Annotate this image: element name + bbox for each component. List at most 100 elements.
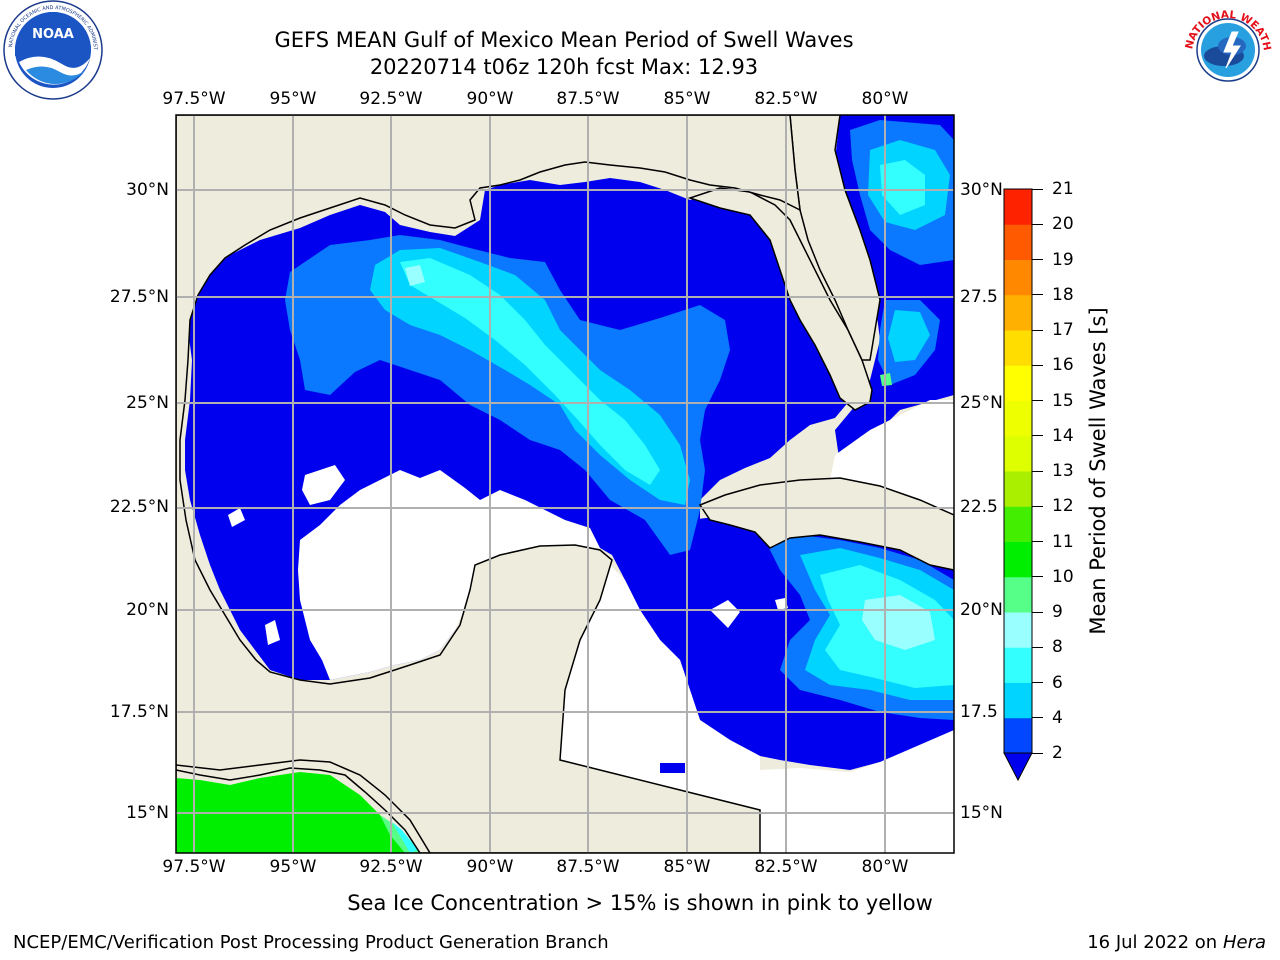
footer-left: NCEP/EMC/Verification Post Processing Pr…	[13, 932, 609, 953]
noaa-logo: NOAA NATIONAL OCEANIC AND ATMOSPHERIC AD…	[2, 0, 103, 100]
lon-label-top: 95°W	[269, 89, 317, 109]
colorbar-tick-label: 10	[1052, 566, 1074, 587]
lat-label-right: 25°N	[960, 393, 1003, 413]
colorbar-segment	[1004, 365, 1032, 401]
lon-label-top: 92.5°W	[359, 89, 423, 109]
lon-label-bottom: 92.5°W	[359, 857, 423, 877]
map-grid	[176, 115, 954, 853]
lon-label-top: 85°W	[663, 89, 711, 109]
colorbar-segments	[1004, 189, 1032, 754]
colorbar-segment	[1004, 471, 1032, 507]
colorbar-segment	[1004, 647, 1032, 683]
colorbar-tick-mark	[1032, 188, 1043, 190]
lon-label-bottom: 87.5°W	[556, 857, 620, 877]
lon-label-top: 82.5°W	[754, 89, 818, 109]
colorbar-tick-label: 12	[1052, 496, 1074, 517]
lon-label-bottom: 80°W	[861, 857, 909, 877]
colorbar-tick-label: 17	[1052, 320, 1074, 340]
footer-host: Hera	[1222, 932, 1266, 953]
lat-label-left: 30°N	[126, 180, 169, 200]
lat-label-left: 22.5°N	[109, 497, 169, 517]
colorbar-tick-label: 21	[1052, 179, 1074, 199]
lat-label-right: 27.5	[960, 287, 998, 307]
colorbar-tick-mark	[1032, 682, 1043, 683]
colorbar-segment	[1004, 189, 1032, 225]
footer-date: 16 Jul 2022 on	[1087, 932, 1223, 953]
colorbar-tick-mark	[1032, 294, 1043, 296]
colorbar-extend-triangle	[1003, 752, 1033, 782]
colorbar-segment	[1004, 435, 1032, 472]
colorbar-tick-label: 4	[1052, 707, 1063, 728]
colorbar	[1003, 188, 1033, 782]
map-content	[176, 115, 954, 853]
map-frame	[175, 114, 955, 854]
lat-label-left: 25°N	[126, 393, 169, 413]
colorbar-tick-mark	[1032, 576, 1043, 578]
colorbar-tick-mark	[1032, 505, 1043, 507]
colorbar-tick-label: 9	[1052, 602, 1063, 622]
colorbar-tick-label: 19	[1052, 249, 1074, 270]
lon-label-bottom: 95°W	[269, 857, 317, 877]
colorbar-tick-label: 14	[1052, 425, 1074, 446]
lat-label-left: 20°N	[126, 600, 169, 620]
lat-label-left: 15°N	[126, 803, 169, 823]
lon-label-bottom: 90°W	[466, 857, 514, 877]
colorbar-segment	[1004, 294, 1032, 331]
colorbar-tick-mark	[1032, 717, 1043, 719]
colorbar-tick-label: 16	[1052, 355, 1074, 376]
lon-label-top: 80°W	[861, 89, 909, 109]
footer-right: 16 Jul 2022 on Hera	[1087, 932, 1266, 953]
colorbar-tick-mark	[1032, 470, 1043, 472]
colorbar-segment	[1004, 612, 1032, 648]
colorbar-tick-label: 15	[1052, 390, 1074, 411]
colorbar-segment	[1004, 259, 1032, 296]
colorbar-tick-mark	[1032, 541, 1043, 542]
florida-land	[687, 187, 873, 411]
colorbar-segment	[1004, 541, 1032, 578]
chart-subtitle: 20220714 t06z 120h fcst Max: 12.93	[369, 55, 759, 79]
lat-label-left: 27.5°N	[109, 287, 169, 307]
colorbar-segment	[1004, 330, 1032, 366]
colorbar-tick-label: 8	[1052, 637, 1063, 658]
colorbar-segment	[1004, 400, 1032, 437]
colorbar-tick-label: 11	[1052, 531, 1074, 552]
chart-title: GEFS MEAN Gulf of Mexico Mean Period of …	[274, 28, 854, 52]
colorbar-label: Mean Period of Swell Waves [s]	[1086, 307, 1110, 635]
lat-label-right: 30°N	[960, 180, 1003, 200]
colorbar-tick-mark	[1032, 400, 1043, 401]
colorbar-tick-mark	[1032, 611, 1043, 613]
colorbar-tick-mark	[1032, 329, 1043, 331]
lon-label-bottom: 82.5°W	[754, 857, 818, 877]
colorbar-segment	[1004, 576, 1032, 613]
colorbar-tick-mark	[1032, 752, 1043, 754]
noaa-logo-text: NOAA	[32, 27, 74, 42]
colorbar-segment	[1004, 717, 1032, 754]
lat-label-right: 20°N	[960, 600, 1003, 620]
colorbar-tick-label: 13	[1052, 461, 1074, 481]
nws-logo: NATIONAL WEATHER SERVICE	[1180, 2, 1274, 96]
colorbar-tick-label: 2	[1052, 743, 1063, 763]
lon-label-bottom: 85°W	[663, 857, 711, 877]
colorbar-tick-label: 18	[1052, 284, 1074, 305]
lon-label-top: 90°W	[466, 89, 514, 109]
lat-label-right: 15°N	[960, 803, 1003, 823]
sea-ice-note: Sea Ice Concentration > 15% is shown in …	[347, 891, 933, 915]
colorbar-tick-label: 20	[1052, 214, 1074, 235]
colorbar-segment	[1004, 682, 1032, 719]
missing-data-west	[298, 470, 600, 680]
cuba-land	[698, 477, 954, 571]
lat-label-right: 17.5	[960, 702, 998, 722]
lon-label-top: 87.5°W	[556, 89, 620, 109]
lat-label-right: 22.5	[960, 497, 998, 517]
colorbar-tick-mark	[1032, 364, 1043, 366]
colorbar-tick-mark	[1032, 646, 1043, 648]
lon-label-top: 97.5°W	[162, 89, 226, 109]
lat-label-left: 17.5°N	[109, 702, 169, 722]
colorbar-tick-mark	[1032, 223, 1043, 225]
lon-label-bottom: 97.5°W	[162, 857, 226, 877]
colorbar-tick-mark	[1032, 435, 1043, 437]
colorbar-segment	[1004, 224, 1032, 260]
colorbar-tick-mark	[1032, 259, 1043, 260]
colorbar-segment	[1004, 506, 1032, 542]
